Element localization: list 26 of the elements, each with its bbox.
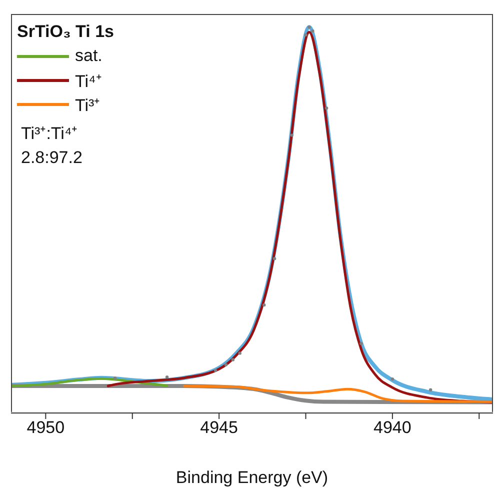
x-tick-label: 4940 (374, 418, 412, 438)
point (231, 358, 235, 362)
annotation: Ti³⁺:Ti⁴⁺ (21, 123, 79, 145)
chart-title: SrTiO₃ Ti 1s (17, 22, 114, 42)
point (238, 352, 242, 355)
point (262, 303, 266, 307)
x-tick-label: 4945 (200, 418, 238, 438)
x-tick-label: 4950 (26, 418, 65, 438)
point (214, 368, 218, 372)
point (428, 388, 432, 392)
point (113, 376, 117, 380)
legend-label: Ti³⁺ (75, 94, 100, 116)
x-axis-title: Binding Energy (eV) (176, 468, 328, 487)
point (308, 26, 311, 29)
point (360, 342, 363, 346)
legend-label: Ti⁴⁺ (75, 70, 102, 92)
point (290, 134, 294, 137)
point (272, 257, 276, 260)
point (311, 29, 314, 33)
point (304, 33, 308, 36)
point (165, 376, 169, 379)
point (224, 363, 228, 366)
legend-label: sat. (75, 46, 102, 66)
annotation: 2.8:97.2 (21, 147, 82, 169)
point (390, 377, 394, 381)
point (324, 106, 328, 110)
